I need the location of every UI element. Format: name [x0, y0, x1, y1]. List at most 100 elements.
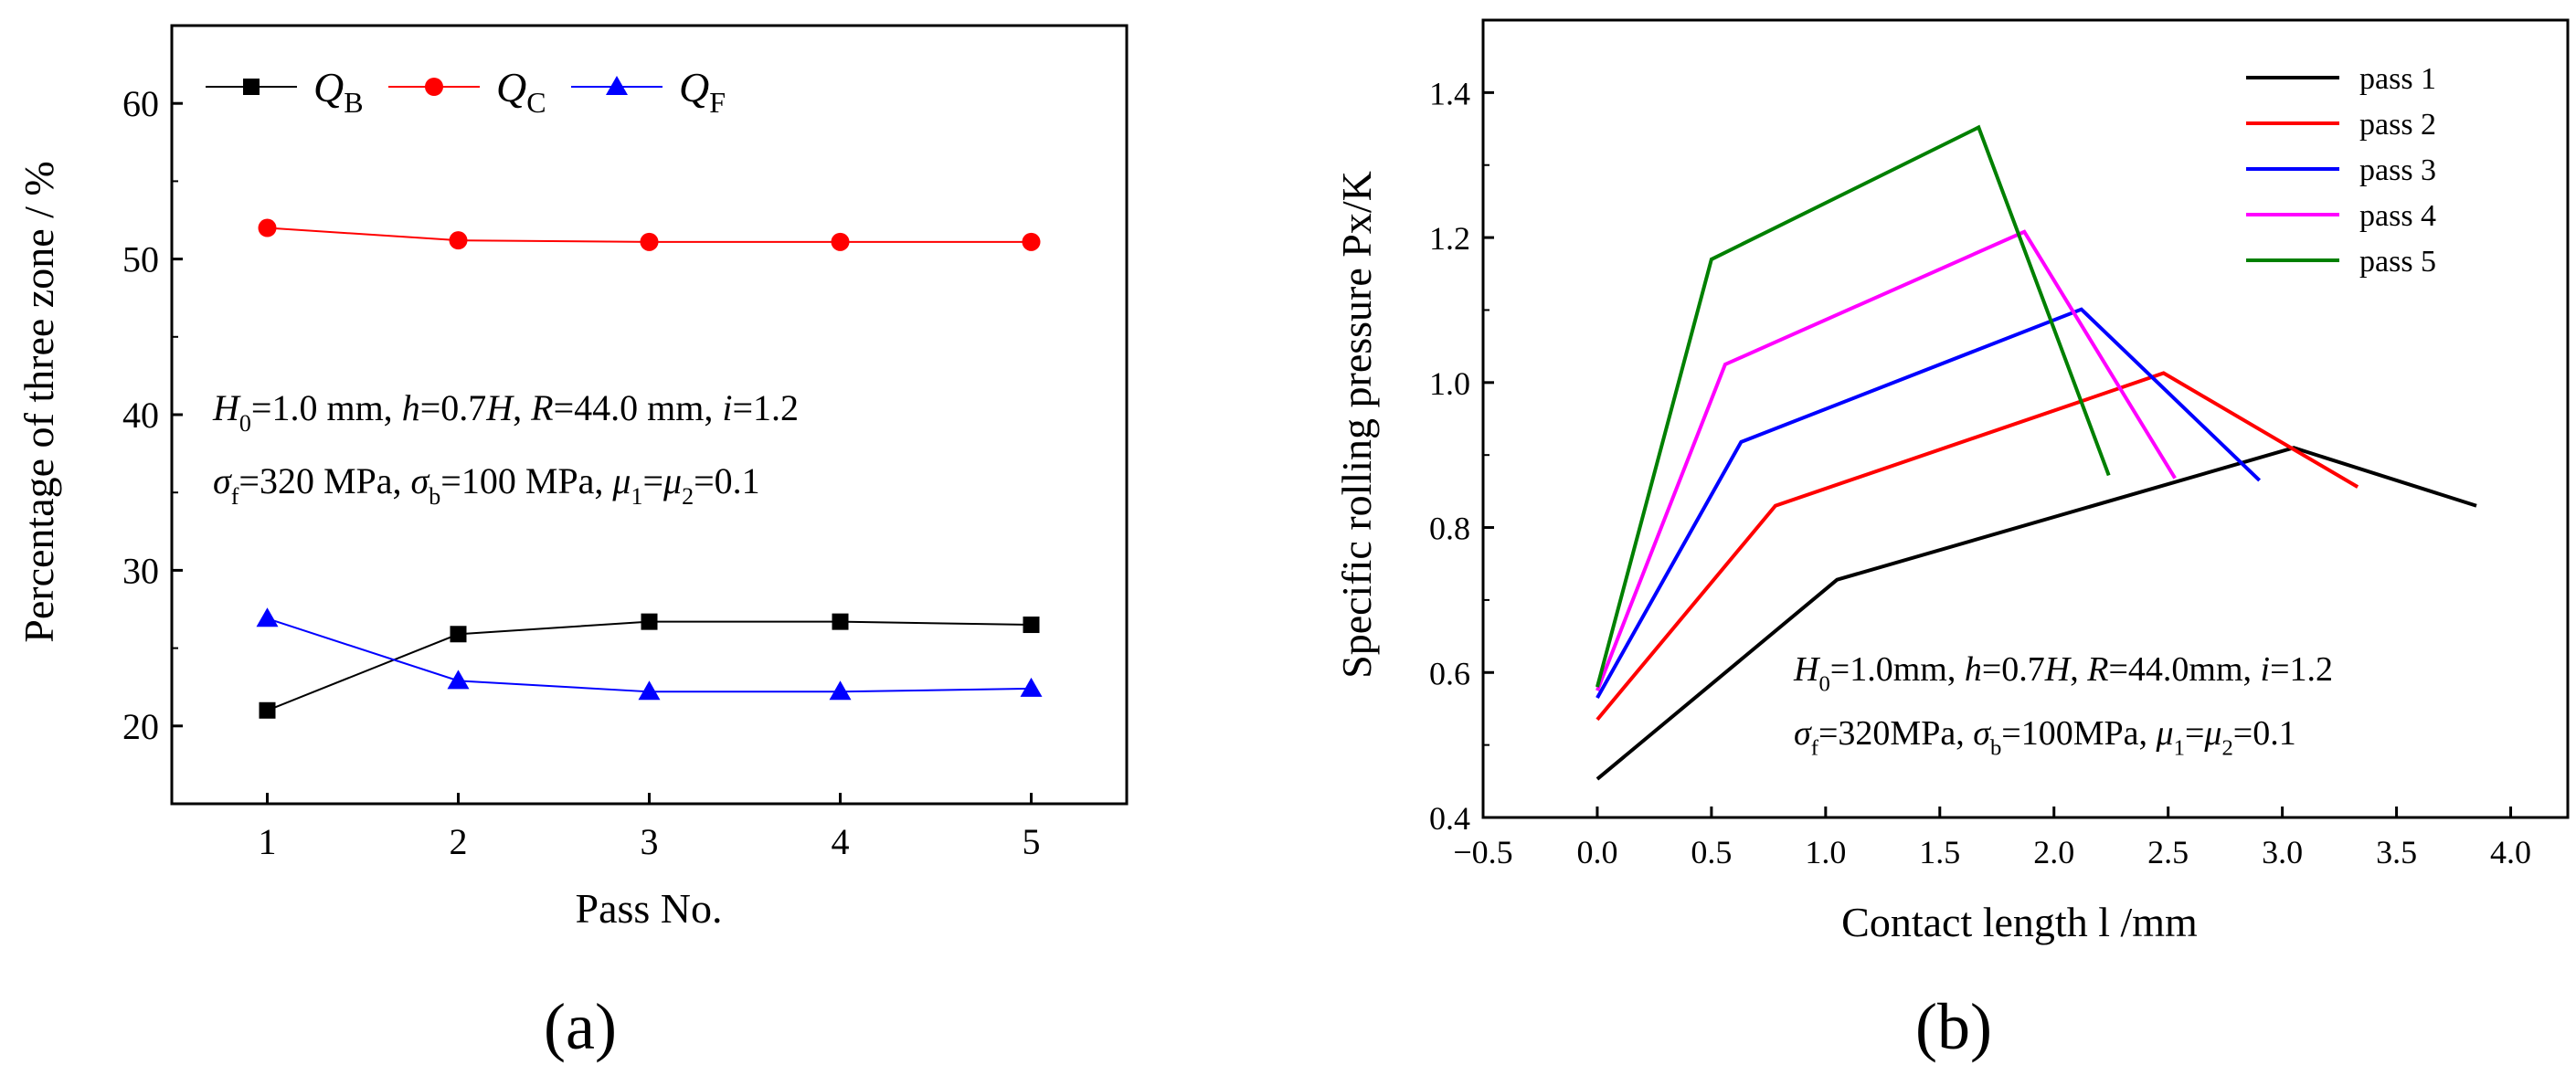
- legend-label-sub: C: [526, 86, 546, 119]
- y-tick-label: 1.2: [1429, 220, 1470, 257]
- data-point-B: [1023, 617, 1040, 634]
- y-tick-label: 1.0: [1429, 365, 1470, 402]
- y-axis-label: Specific rolling pressure Px/K: [1333, 171, 1380, 679]
- legend-marker-C: [425, 78, 443, 96]
- x-tick-label: 0.0: [1576, 834, 1617, 870]
- panel-b-chart: −0.5 0.0 0.5 1.0 1.5 2.0 2.5 3.0 3.5 4.0 0.4 0.6 0.8…: [1333, 18, 2570, 945]
- annotation-line-1-seg: =1.0 mm,: [251, 387, 402, 428]
- panel-label-b: (b): [1915, 990, 1992, 1063]
- data-point-F: [829, 680, 852, 701]
- annotation-line-2-seg: =100 MPa,: [440, 460, 612, 501]
- data-point-B: [259, 701, 276, 719]
- annotation-line-2-seg: μ: [663, 460, 682, 501]
- annotation-line-2-seg: σ: [411, 460, 430, 501]
- annotation-line-2-seg: σ: [1973, 714, 1991, 753]
- x-tick-label: 2: [450, 821, 468, 862]
- x-tick-label: 1.0: [1805, 834, 1846, 870]
- annotation-line-1: H0=1.0mm, h=0.7H, R=44.0mm, i=1.2: [1793, 650, 2333, 696]
- series-line-pass-2: [1595, 371, 2359, 722]
- annotation-line-2-seg: μ: [2203, 714, 2221, 753]
- data-point-F: [447, 670, 470, 690]
- data-point-C: [640, 232, 659, 251]
- legend-label-pass-2: pass 2: [2359, 108, 2436, 142]
- data-point-C: [831, 232, 850, 251]
- annotation-line-2-sub: 1: [631, 483, 642, 510]
- legend-label-main: Q: [496, 64, 526, 111]
- annotation-line-2-sub: 2: [2221, 735, 2232, 760]
- annotation-line-1-seg: H: [485, 387, 514, 428]
- y-tick-label: 50: [122, 239, 159, 280]
- data-point-F: [256, 607, 279, 627]
- annotation-line-1-seg: h: [402, 387, 420, 428]
- x-tick-label: −0.5: [1453, 834, 1512, 870]
- y-tick-label: 30: [122, 550, 159, 591]
- annotation-line-2-seg: =100MPa,: [2001, 714, 2156, 753]
- annotation-line-2: σf=320MPa, σb=100MPa, μ1=μ2=0.1: [1794, 714, 2296, 760]
- annotation-line-1-seg: =44.0mm,: [2108, 650, 2260, 689]
- data-point-F: [638, 680, 661, 701]
- x-tick-label: 3.0: [2262, 834, 2303, 870]
- annotation-line-2-seg: =: [2185, 714, 2204, 753]
- annotation-line-2-sub: 2: [682, 483, 694, 510]
- annotation-line-2-sub: f: [231, 483, 239, 510]
- annotation-line-1-seg: =1.2: [733, 387, 800, 428]
- legend-label-sub: F: [709, 86, 726, 119]
- annotation-line-1-sub: 0: [239, 410, 251, 437]
- annotation-line-1-sub: 0: [1818, 671, 1829, 696]
- annotation-line-2-seg: σ: [1794, 714, 1812, 753]
- legend-marker-F: [606, 76, 628, 95]
- y-tick-label: 0.6: [1429, 655, 1470, 691]
- x-tick-label: 3: [641, 821, 659, 862]
- x-tick-label: 3.5: [2376, 834, 2417, 870]
- panel-label-a: (a): [544, 990, 617, 1063]
- legend-label-main: Q: [679, 64, 709, 111]
- annotation-line-1-seg: i: [2261, 650, 2271, 689]
- annotation-line-1-seg: =0.7: [420, 387, 487, 428]
- legend-label-main: Q: [313, 64, 344, 111]
- data-point-F: [1020, 677, 1043, 697]
- x-tick-label: 4: [832, 821, 850, 862]
- data-point-B: [832, 613, 849, 630]
- data-point-C: [258, 218, 277, 237]
- annotation-line-1-seg: ,: [2070, 650, 2087, 689]
- plot-frame: [1481, 18, 2570, 819]
- annotation-line-1-seg: =1.0mm,: [1830, 650, 1965, 689]
- annotation-line-2-seg: =320MPa,: [1818, 714, 1973, 753]
- y-tick-label: 60: [122, 83, 159, 124]
- legend-marker-B: [243, 79, 260, 95]
- annotation-line-1: H0=1.0 mm, h=0.7H, R=44.0 mm, i=1.2: [212, 387, 799, 437]
- annotation-line-1-seg: H: [2044, 650, 2072, 689]
- annotation-line-1-seg: =44.0 mm,: [554, 387, 723, 428]
- annotation-line-2-seg: μ: [2156, 714, 2174, 753]
- legend-label-pass-4: pass 4: [2359, 199, 2436, 233]
- series-line-pass-5: [1595, 124, 2111, 688]
- data-point-C: [1022, 232, 1041, 251]
- annotation-line-2-sub: f: [1811, 735, 1819, 760]
- annotation-line-1-seg: h: [1965, 650, 1982, 689]
- x-tick-label: 1.5: [1919, 834, 1960, 870]
- annotation-line-1-seg: H: [212, 387, 241, 428]
- legend-label-F: QF: [679, 64, 726, 119]
- x-tick-label: 2.0: [2033, 834, 2074, 870]
- legend-label-pass-1: pass 1: [2359, 62, 2436, 96]
- annotation-line-2-sub: b: [1990, 735, 2001, 760]
- x-tick-label: 0.5: [1691, 834, 1732, 870]
- annotation-line-1-seg: ,: [513, 387, 531, 428]
- y-tick-label: 40: [122, 395, 159, 436]
- y-tick-label: 0.8: [1429, 511, 1470, 547]
- annotation-line-1-seg: i: [722, 387, 732, 428]
- series-line-pass-1: [1595, 446, 2477, 781]
- annotation-line-1-seg: =1.2: [2270, 650, 2333, 689]
- annotation-line-2-seg: =320 MPa,: [239, 460, 410, 501]
- annotation-line-2-sub: b: [429, 483, 440, 510]
- y-tick-label: 1.4: [1429, 75, 1470, 111]
- legend-label-pass-5: pass 5: [2359, 245, 2436, 279]
- annotation-line-1-seg: R: [2086, 650, 2108, 689]
- y-axis-label: Percentage of three zone / %: [16, 161, 62, 642]
- annotation-line-1-seg: R: [530, 387, 553, 428]
- annotation-line-1-seg: =0.7: [1982, 650, 2045, 689]
- series-line-pass-3: [1595, 307, 2262, 700]
- y-tick-label: 0.4: [1429, 800, 1470, 837]
- legend-label-sub: B: [344, 86, 363, 119]
